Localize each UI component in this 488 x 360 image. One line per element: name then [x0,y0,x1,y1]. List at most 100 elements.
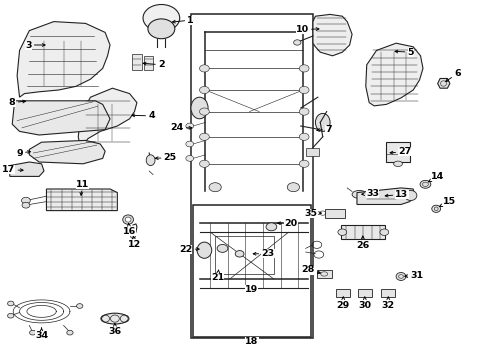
Ellipse shape [379,229,388,235]
Text: 7: 7 [316,125,331,134]
Ellipse shape [293,40,301,45]
Polygon shape [12,101,110,135]
Ellipse shape [185,123,193,129]
Ellipse shape [21,197,30,204]
Ellipse shape [185,141,193,147]
Bar [305,148,319,156]
Polygon shape [29,140,105,164]
Text: 25: 25 [155,153,176,162]
Ellipse shape [142,4,180,31]
Polygon shape [46,189,117,211]
Text: 12: 12 [127,236,141,249]
Ellipse shape [122,215,133,224]
Ellipse shape [199,133,209,140]
Ellipse shape [419,180,430,188]
Ellipse shape [101,313,128,324]
Text: 22: 22 [179,245,199,253]
Ellipse shape [299,133,308,140]
Text: 34: 34 [35,328,48,340]
Text: 28: 28 [301,266,320,274]
Text: 20: 20 [277,219,297,228]
Bar [132,54,142,70]
Ellipse shape [190,97,208,119]
Ellipse shape [393,161,402,166]
Ellipse shape [199,86,209,94]
Bar [357,289,371,297]
Ellipse shape [146,155,155,166]
Ellipse shape [199,108,209,115]
Text: 5: 5 [394,48,413,57]
Text: 8: 8 [9,98,25,107]
Ellipse shape [76,303,83,308]
Ellipse shape [299,65,308,72]
Polygon shape [437,78,449,88]
Ellipse shape [235,251,244,257]
Ellipse shape [197,242,211,258]
Ellipse shape [125,217,131,222]
Ellipse shape [7,313,14,318]
Bar [193,205,310,337]
Ellipse shape [265,223,276,231]
Text: 9: 9 [16,149,30,158]
Ellipse shape [315,113,329,131]
Text: 14: 14 [427,172,444,182]
Ellipse shape [208,183,221,192]
Polygon shape [78,88,137,149]
Bar [190,14,312,338]
Ellipse shape [7,301,14,306]
Bar [144,56,153,70]
Text: 26: 26 [355,236,369,250]
Ellipse shape [66,330,73,335]
Text: 19: 19 [244,285,258,294]
Ellipse shape [147,19,175,39]
Polygon shape [312,14,351,56]
Polygon shape [356,188,414,204]
Ellipse shape [199,65,209,72]
Text: 32: 32 [381,297,394,310]
Text: 21: 21 [210,270,224,282]
Text: 17: 17 [2,165,23,174]
Text: 13: 13 [385,190,407,199]
Text: 3: 3 [25,40,45,49]
Text: 24: 24 [170,123,191,132]
Text: 36: 36 [108,324,121,336]
Ellipse shape [351,190,366,198]
Text: 35: 35 [304,209,321,217]
Ellipse shape [217,244,227,252]
Text: 4: 4 [132,111,155,120]
Ellipse shape [185,156,193,161]
Text: 1: 1 [172,15,194,24]
Text: 15: 15 [439,197,455,207]
Bar [381,289,394,297]
Bar [341,225,385,239]
Ellipse shape [287,183,299,192]
Bar [316,270,331,278]
Ellipse shape [29,330,36,335]
Text: 2: 2 [143,60,164,69]
Bar [215,236,273,274]
Ellipse shape [199,160,209,167]
Text: 16: 16 [122,223,136,236]
Polygon shape [365,43,422,106]
Text: 27: 27 [389,148,411,156]
Ellipse shape [395,273,405,280]
Bar [386,142,409,162]
Text: 29: 29 [336,297,349,310]
Text: 10: 10 [295,25,318,34]
Text: 30: 30 [358,297,370,310]
Ellipse shape [431,205,440,212]
Text: 23: 23 [253,249,274,258]
Ellipse shape [22,202,30,208]
Text: 18: 18 [244,337,258,346]
Polygon shape [10,162,44,176]
Ellipse shape [337,229,346,235]
Text: 33: 33 [361,189,378,198]
Text: 11: 11 [75,180,89,195]
Ellipse shape [299,108,308,115]
Ellipse shape [404,190,416,201]
Text: 31: 31 [404,271,422,280]
Bar [336,289,349,297]
Ellipse shape [299,160,308,167]
Text: 6: 6 [445,69,460,81]
Ellipse shape [299,86,308,94]
